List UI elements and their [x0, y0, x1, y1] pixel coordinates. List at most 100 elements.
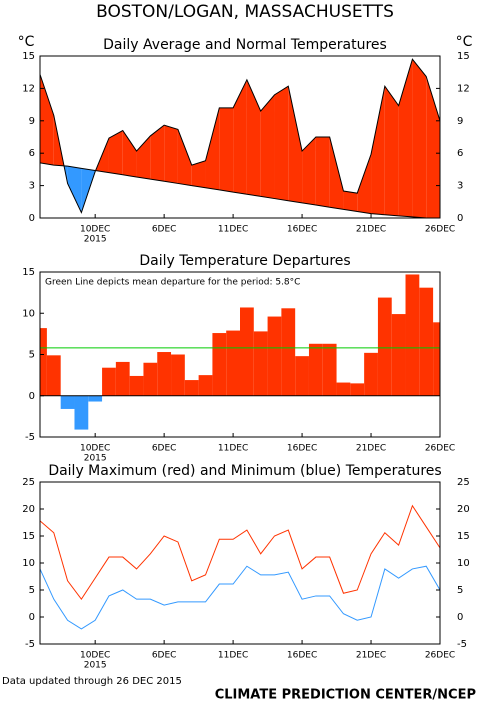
series-line	[40, 58, 440, 214]
departure-fill	[426, 76, 440, 218]
bar	[184, 380, 199, 396]
year-label: 2015	[84, 661, 107, 671]
x-tick-label: 26DEC	[425, 225, 455, 235]
departure-fill	[205, 107, 220, 190]
y-tick-label: 6	[29, 148, 35, 159]
y-tick-label: 15	[457, 531, 470, 542]
y-unit: °C	[18, 34, 35, 50]
departure-fill	[191, 160, 206, 188]
departure-fill	[274, 86, 289, 201]
y-unit: °C	[456, 34, 473, 50]
series-line	[40, 565, 440, 630]
y-tick-label: 10	[22, 308, 35, 319]
x-tick-label: 6DEC	[152, 444, 177, 454]
bar	[129, 375, 144, 396]
x-tick-label: 21DEC	[356, 225, 386, 235]
y-tick-label: 5	[457, 585, 463, 596]
y-tick-label: 0	[29, 213, 35, 224]
x-tick-label: 26DEC	[425, 444, 455, 454]
bar	[391, 314, 406, 396]
bar	[253, 331, 268, 396]
bar	[74, 395, 89, 430]
y-tick-label: 15	[22, 51, 35, 62]
departure-fill	[219, 107, 234, 193]
y-tick-label: 15	[457, 51, 470, 62]
footer-credit: CLIMATE PREDICTION CENTER/NCEP	[215, 688, 476, 703]
chart-title: Daily Average and Normal Temperatures	[103, 37, 387, 53]
y-tick-label: 3	[29, 181, 35, 192]
departure-fill	[371, 86, 385, 215]
departure-fill	[122, 130, 137, 177]
departure-fill	[302, 137, 316, 206]
bar	[212, 333, 227, 396]
y-tick-label: 10	[22, 558, 35, 569]
series-line	[40, 504, 440, 601]
bar	[433, 322, 440, 396]
bar	[377, 297, 392, 396]
bar	[405, 274, 420, 396]
departure-fill	[164, 125, 178, 184]
departure-fill	[246, 79, 261, 197]
bar	[267, 316, 282, 396]
footer-note: Data updated through 26 DEC 2015	[2, 676, 182, 687]
x-tick-label: 11DEC	[218, 444, 248, 454]
departure-fill	[67, 166, 82, 213]
y-tick-label: 20	[457, 504, 470, 515]
departure-fill	[412, 59, 427, 218]
x-tick-label: 6DEC	[152, 651, 177, 661]
bar	[171, 354, 185, 396]
x-tick-label: 6DEC	[152, 225, 177, 235]
chart-title: Daily Temperature Departures	[139, 253, 350, 269]
departure-fill	[108, 130, 123, 175]
y-tick-label: 5	[29, 585, 35, 596]
y-tick-label: 20	[22, 504, 35, 515]
bar	[102, 367, 116, 396]
departure-fill	[398, 59, 413, 217]
bar	[46, 355, 61, 396]
bar	[281, 308, 296, 396]
x-tick-label: 21DEC	[356, 444, 386, 454]
departure-fill	[177, 129, 192, 186]
plot-area	[40, 274, 440, 430]
x-tick-label: 11DEC	[218, 225, 248, 235]
y-tick-label: 5	[29, 350, 35, 361]
bar	[419, 287, 434, 396]
bar	[198, 375, 213, 396]
bar	[157, 352, 172, 396]
bar	[364, 352, 378, 396]
y-tick-label: 0	[457, 612, 463, 623]
y-tick-label: -5	[457, 639, 467, 650]
y-tick-label: -5	[25, 432, 35, 443]
bar	[226, 330, 240, 396]
x-tick-label: 10DEC	[80, 444, 110, 454]
bar	[143, 362, 158, 396]
x-tick-label: 16DEC	[287, 225, 317, 235]
plot-frame	[39, 55, 441, 219]
departure-fill	[40, 74, 54, 166]
departure-fill	[329, 137, 344, 210]
x-tick-label: 21DEC	[356, 651, 386, 661]
x-tick-label: 16DEC	[287, 444, 317, 454]
bar	[295, 356, 309, 396]
plot-area	[40, 58, 440, 218]
y-tick-label: 12	[22, 83, 35, 94]
bar	[60, 395, 75, 409]
y-tick-label: 15	[22, 267, 35, 278]
y-tick-label: 25	[22, 477, 35, 488]
year-label: 2015	[84, 454, 107, 464]
departure-fill	[288, 86, 303, 203]
bar	[308, 343, 323, 396]
x-tick-label: 10DEC	[80, 651, 110, 661]
y-tick-label: 12	[457, 83, 470, 94]
x-tick-label: 11DEC	[218, 651, 248, 661]
annotation: Green Line depicts mean departure for th…	[45, 278, 300, 288]
departure-fill	[343, 191, 358, 212]
plot-frame	[39, 271, 441, 438]
y-tick-label: -5	[25, 639, 35, 650]
bar	[115, 361, 130, 396]
departure-fill	[315, 137, 330, 208]
departure-fill	[260, 94, 275, 199]
plot-area	[40, 504, 440, 630]
y-tick-label: 25	[457, 477, 470, 488]
